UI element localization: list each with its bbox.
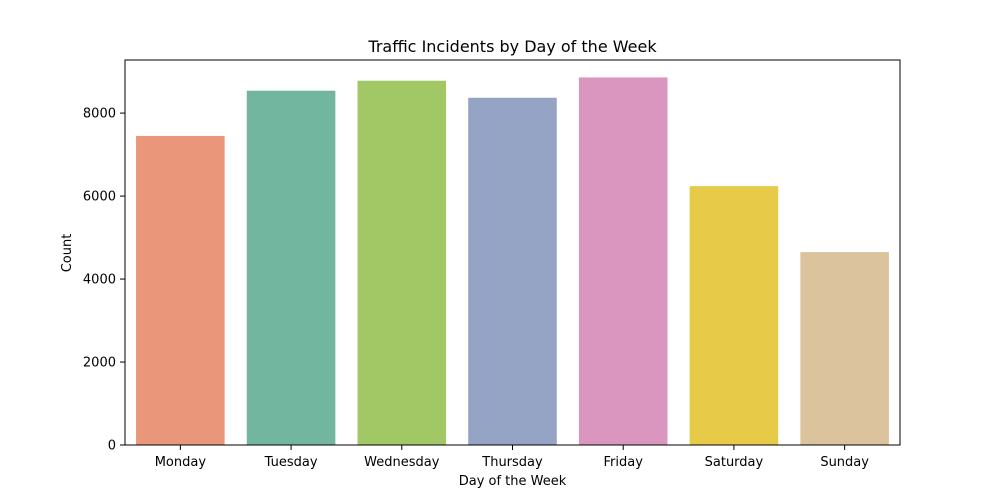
plot-frame (124, 59, 901, 446)
y-axis-label: Count (60, 234, 75, 273)
y-ticks-group: 0 2000 4000 6000 8000 (83, 107, 125, 454)
bar-sunday (800, 252, 889, 445)
y-tick-label: 4000 (83, 273, 116, 288)
x-tick-label: Sunday (820, 455, 869, 470)
y-tick-label: 0 (108, 439, 116, 454)
y-tick-label: 6000 (83, 190, 116, 205)
bar-tuesday (246, 90, 336, 445)
x-tick-label: Tuesday (264, 455, 318, 470)
y-tick-label: 8000 (83, 107, 116, 122)
bar-friday (578, 77, 668, 446)
bar-monday (136, 135, 225, 446)
chart-title: Traffic Incidents by Day of the Week (367, 37, 657, 56)
bars-group (136, 77, 889, 446)
x-axis-label: Day of the Week (459, 474, 567, 489)
x-tick-label: Thursday (481, 455, 543, 470)
bar-thursday (468, 97, 557, 445)
x-tick-label: Wednesday (364, 455, 440, 470)
bar-wednesday (357, 80, 447, 446)
x-ticks-group: Monday Tuesday Wednesday Thursday Friday Satu… (155, 445, 869, 470)
y-tick-label: 2000 (83, 356, 116, 371)
bar-saturday (689, 186, 779, 445)
x-tick-label: Saturday (705, 455, 764, 470)
x-tick-label: Monday (155, 455, 207, 470)
x-tick-label: Friday (604, 455, 644, 470)
